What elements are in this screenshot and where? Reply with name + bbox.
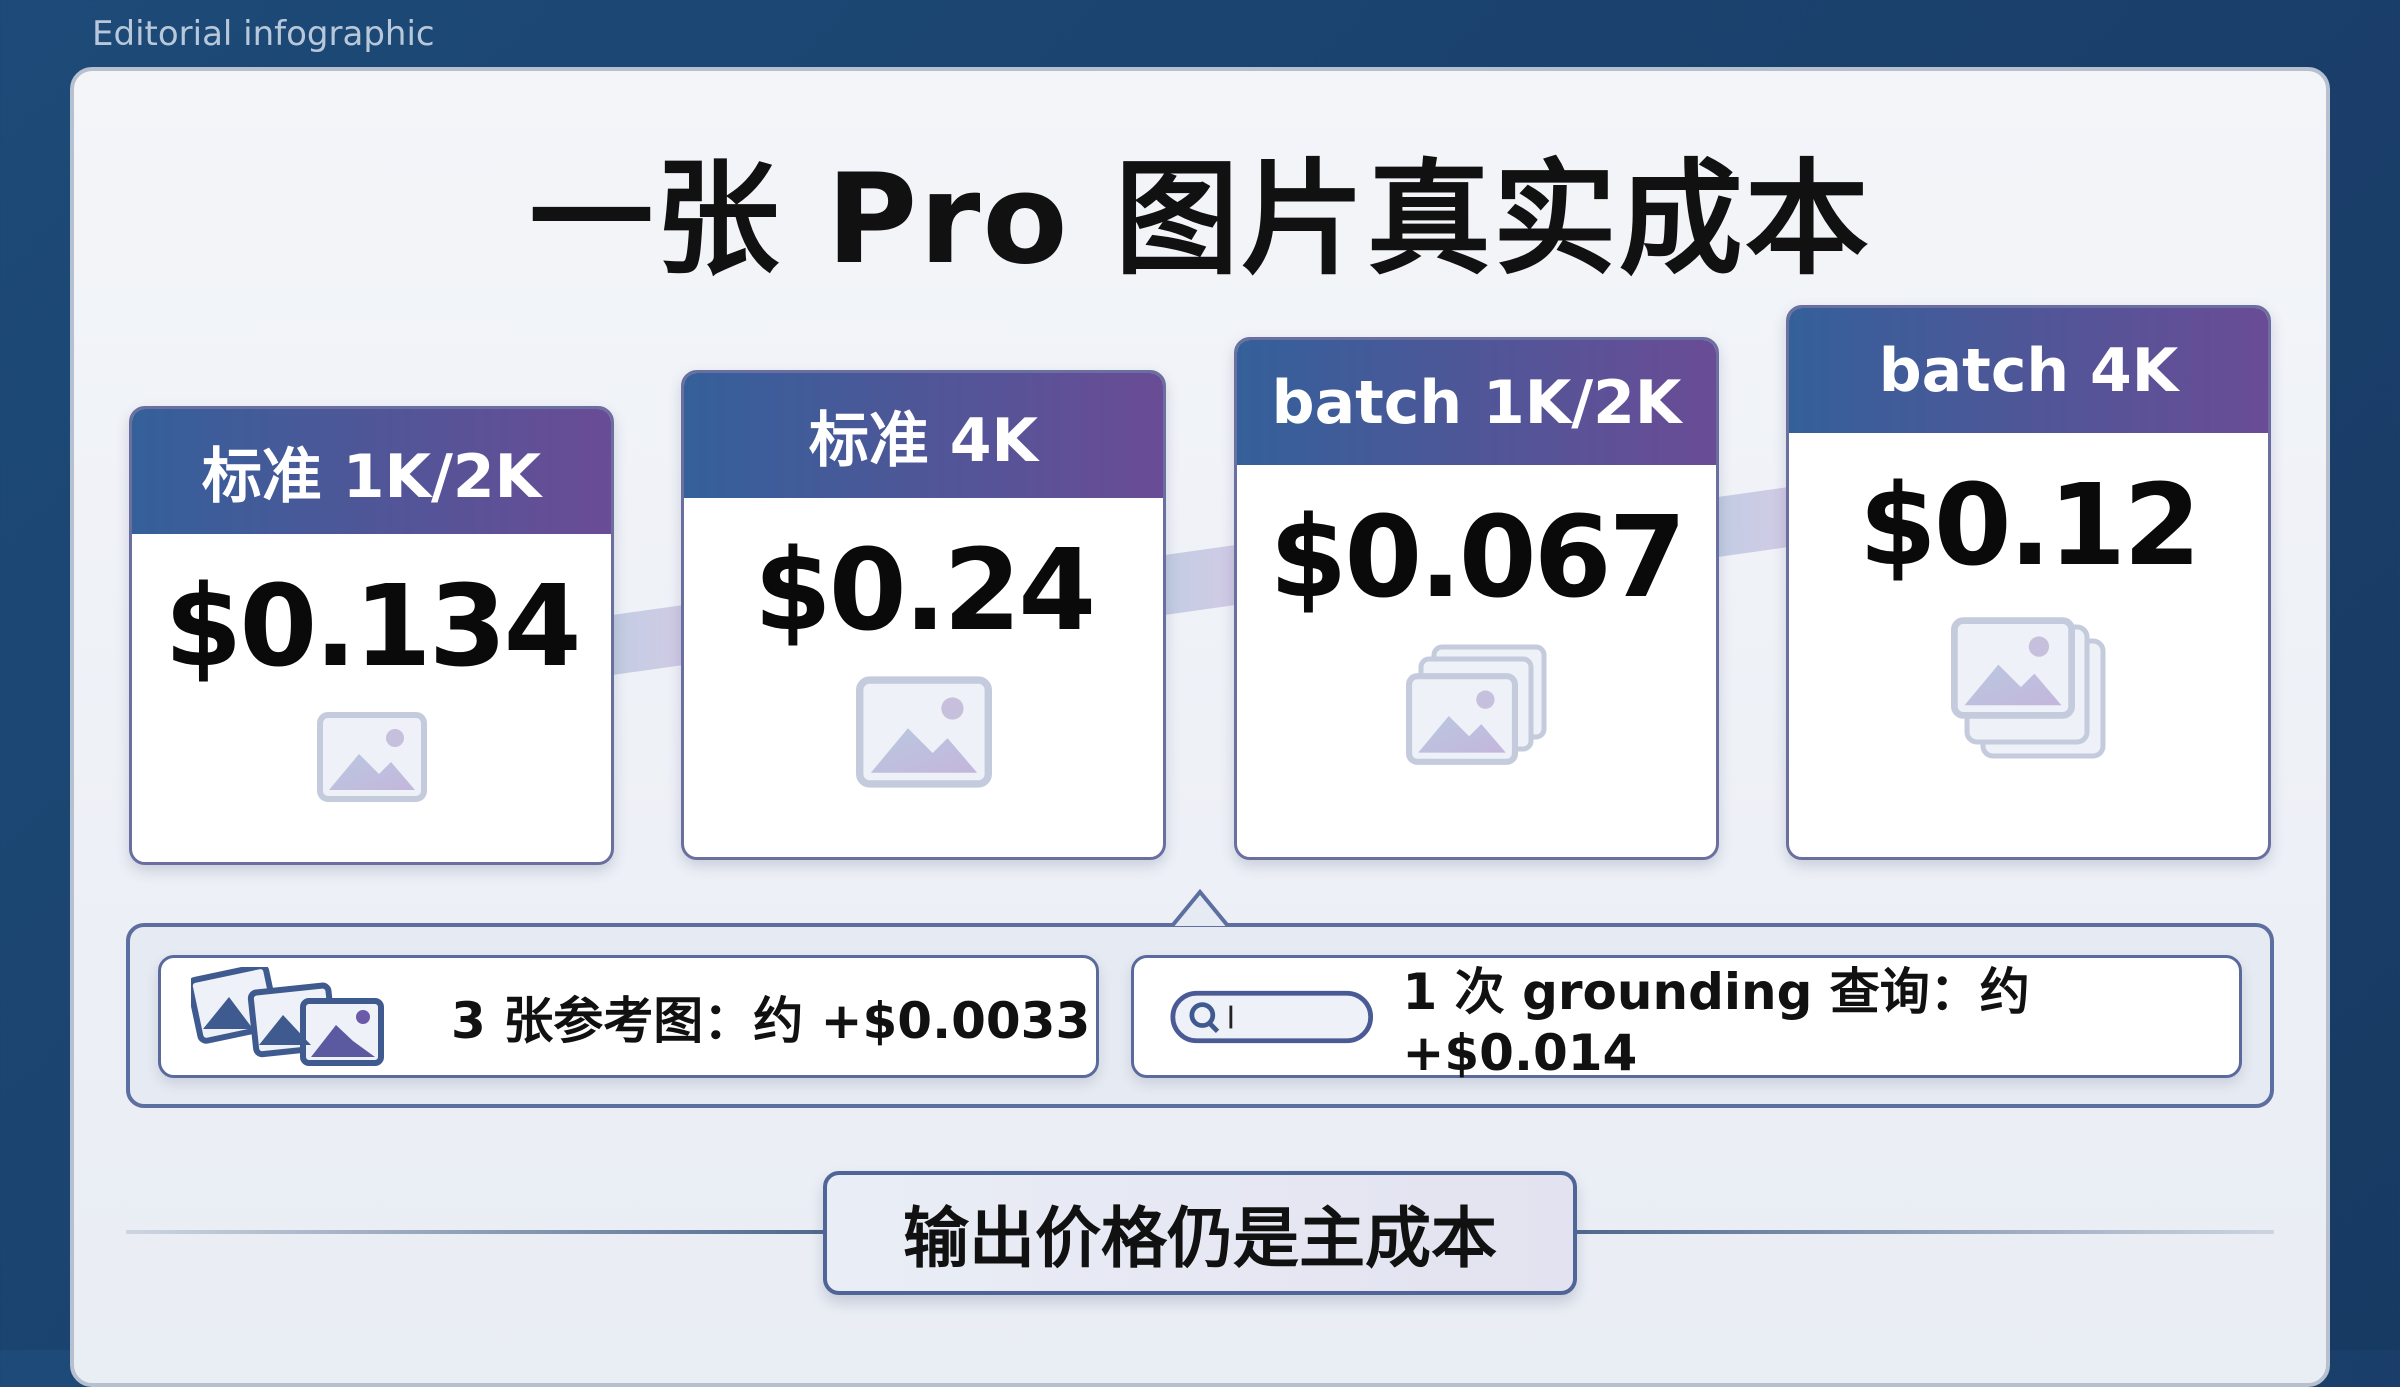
page-title: 一张 Pro 图片真实成本 [529, 148, 1871, 292]
image-icon [684, 676, 1163, 788]
extra-text: 1 次 grounding 查询：约 +$0.014 [1402, 962, 2030, 1082]
card-price: $0.134 [164, 562, 581, 692]
pointer-arrow [1172, 888, 1228, 928]
divider-left [126, 1230, 826, 1234]
card-price: $0.24 [753, 526, 1096, 656]
connector [610, 604, 686, 676]
header-tag: Editorial infographic [92, 14, 435, 54]
card-header: batch 1K/2K [1237, 340, 1716, 465]
extra-reference-images: 3 张参考图：约 +$0.0033 [158, 955, 1099, 1078]
conclusion-badge: 输出价格仍是主成本 [823, 1171, 1577, 1295]
card-price: $0.067 [1269, 493, 1686, 623]
card-header: 标准 1K/2K [132, 409, 611, 534]
reference-images-icon [191, 966, 384, 1066]
divider-right [1574, 1230, 2274, 1234]
extra-text: 3 张参考图：约 +$0.0033 [451, 991, 1091, 1050]
connector [1162, 544, 1238, 616]
price-card-batch-1k2k: batch 1K/2K $0.067 [1234, 337, 1719, 860]
card-header: 标准 4K [684, 373, 1163, 498]
image-stack-icon [1789, 611, 2268, 766]
price-card-batch-4k: batch 4K $0.12 [1786, 305, 2271, 860]
card-price: $0.12 [1858, 461, 2201, 591]
price-card-standard-4k: 标准 4K $0.24 [681, 370, 1166, 860]
image-stack-icon [1237, 643, 1716, 768]
card-header: batch 4K [1789, 308, 2268, 433]
search-bar-icon [1170, 990, 1374, 1043]
connector [1715, 486, 1791, 558]
image-icon [132, 712, 611, 802]
price-card-standard-1k2k: 标准 1K/2K $0.134 [129, 406, 614, 865]
extra-grounding-query: 1 次 grounding 查询：约 +$0.014 [1131, 955, 2242, 1082]
